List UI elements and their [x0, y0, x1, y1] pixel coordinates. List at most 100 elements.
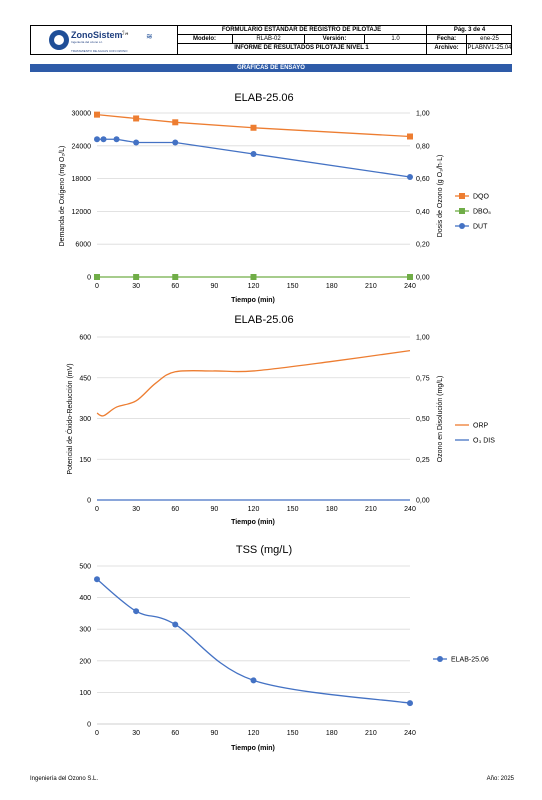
data-point — [113, 136, 120, 143]
data-point — [172, 621, 179, 628]
footer-company: Ingeniería del Ozono S.L. — [30, 776, 99, 782]
company-tagline: TRATAMIENTO DE AGUAS CON OZONO — [71, 49, 128, 53]
footer-year: Año: 2025 — [486, 776, 514, 782]
y-tick-label: 0 — [87, 722, 91, 729]
legend-label: ELAB-25.06 — [451, 657, 489, 664]
data-point — [172, 119, 179, 126]
series-line — [96, 578, 411, 704]
y2-tick-label: 0,60 — [416, 176, 430, 183]
x-tick-label: 120 — [248, 283, 260, 290]
date-label: Fecha: — [427, 35, 467, 44]
x-axis-label: Tiempo (min) — [231, 745, 275, 752]
file-value: PLABNV1-25.04 — [467, 45, 512, 51]
x-tick-label: 240 — [404, 506, 416, 513]
x-tick-label: 150 — [287, 283, 299, 290]
x-axis-label: Tiempo (min) — [231, 297, 275, 304]
y2-axis-label: Dosis de Ozono (g O₃/h·L) — [437, 155, 444, 238]
x-tick-label: 120 — [248, 506, 260, 513]
date-value: ene-25 — [467, 35, 512, 44]
series-line — [97, 138, 411, 178]
version-label: Versión: — [305, 35, 365, 44]
x-tick-label: 60 — [171, 730, 179, 737]
chart-tss: TSS (mg/L) Tiempo (min) 0100200300400500… — [79, 544, 489, 752]
y2-tick-label: 0,50 — [416, 416, 430, 423]
y-tick-label: 0 — [87, 275, 91, 282]
y2-tick-label: 1,00 — [416, 111, 430, 118]
data-point — [133, 274, 140, 280]
y-tick-label: 0 — [87, 498, 91, 505]
company-subtitle: Ingeniería del ozono s.l. — [71, 40, 103, 44]
page-label: Pág. 3 de 4 — [427, 26, 512, 35]
x-tick-label: 150 — [287, 506, 299, 513]
model-label: Modelo: — [177, 35, 233, 44]
x-tick-label: 0 — [95, 283, 99, 290]
form-title: FORMULARIO ESTÁNDAR DE REGISTRO DE PILOT… — [177, 26, 427, 35]
y-tick-label: 100 — [79, 690, 91, 697]
y-tick-label: 400 — [79, 595, 91, 602]
legend-label: DBO₅ — [473, 209, 491, 216]
x-tick-label: 0 — [95, 506, 99, 513]
section-title-bar: GRÁFICAS DE ENSAYO — [30, 64, 512, 72]
x-tick-label: 150 — [287, 730, 299, 737]
y-tick-label: 300 — [79, 416, 91, 423]
legend-label: DQO — [473, 194, 490, 201]
x-tick-label: 210 — [365, 730, 377, 737]
y-axis-label: Potencial de Óxido-Reducción (mV) — [65, 363, 74, 474]
file-label: Archivo: — [427, 44, 467, 54]
x-tick-label: 30 — [132, 283, 140, 290]
y-tick-label: 24000 — [72, 143, 92, 150]
x-tick-label: 90 — [210, 506, 218, 513]
chart-orp: ELAB-25.06 Potencial de Óxido-Reducción … — [65, 314, 495, 526]
data-point — [407, 133, 413, 140]
y-tick-label: 450 — [79, 375, 91, 382]
model-value: RLAB-02 — [233, 35, 305, 44]
certification-icon: ℐ𝓃 — [122, 31, 129, 37]
y2-tick-label: 0,40 — [416, 209, 430, 216]
y2-tick-label: 0,00 — [416, 498, 430, 505]
x-tick-label: 180 — [326, 506, 338, 513]
y-tick-label: 300 — [79, 627, 91, 634]
y2-tick-label: 0,80 — [416, 143, 430, 150]
water-wave-icon: ≋ — [146, 32, 153, 41]
data-point — [133, 139, 140, 146]
legend-label: DUT — [473, 224, 488, 231]
data-point — [94, 576, 100, 583]
x-tick-label: 60 — [171, 506, 179, 513]
y2-tick-label: 0,75 — [416, 375, 430, 382]
data-point — [407, 700, 413, 707]
y-tick-label: 30000 — [72, 111, 92, 118]
zonosistem-logo-icon — [49, 30, 69, 50]
x-tick-label: 210 — [365, 506, 377, 513]
legend-marker — [437, 656, 443, 662]
x-tick-label: 90 — [210, 730, 218, 737]
y2-tick-label: 0,00 — [416, 275, 430, 282]
data-point — [172, 139, 179, 146]
y-tick-label: 18000 — [72, 176, 92, 183]
y2-axis-label: Ozono en Disolución (mg/L) — [437, 376, 444, 463]
y-tick-label: 200 — [79, 658, 91, 665]
x-tick-label: 240 — [404, 730, 416, 737]
company-logo: ZonoSistem Ingeniería del ozono s.l. TRA… — [31, 26, 178, 54]
y-axis-label: Demanda de Oxígeno (mg O₂/L) — [59, 146, 66, 247]
series-line — [96, 349, 411, 417]
x-tick-label: 180 — [326, 730, 338, 737]
legend-marker — [459, 208, 465, 214]
data-point — [250, 124, 257, 131]
y2-tick-label: 1,00 — [416, 335, 430, 342]
data-point — [94, 111, 100, 118]
data-point — [407, 274, 413, 280]
data-point — [250, 677, 257, 684]
y-tick-label: 6000 — [75, 242, 91, 249]
data-point — [100, 136, 107, 143]
data-point — [133, 115, 140, 122]
report-title: INFORME DE RESULTADOS PILOTAJE NIVEL 1 — [177, 44, 427, 54]
chart-title: ELAB-25.06 — [234, 92, 293, 104]
x-axis-label: Tiempo (min) — [231, 519, 275, 526]
x-tick-label: 60 — [171, 283, 179, 290]
data-point — [94, 274, 100, 280]
company-name: ZonoSistem — [71, 30, 123, 40]
x-tick-label: 120 — [248, 730, 260, 737]
data-point — [250, 274, 257, 280]
legend-label: O₃ DIS — [473, 438, 495, 445]
y-tick-label: 500 — [79, 564, 91, 571]
